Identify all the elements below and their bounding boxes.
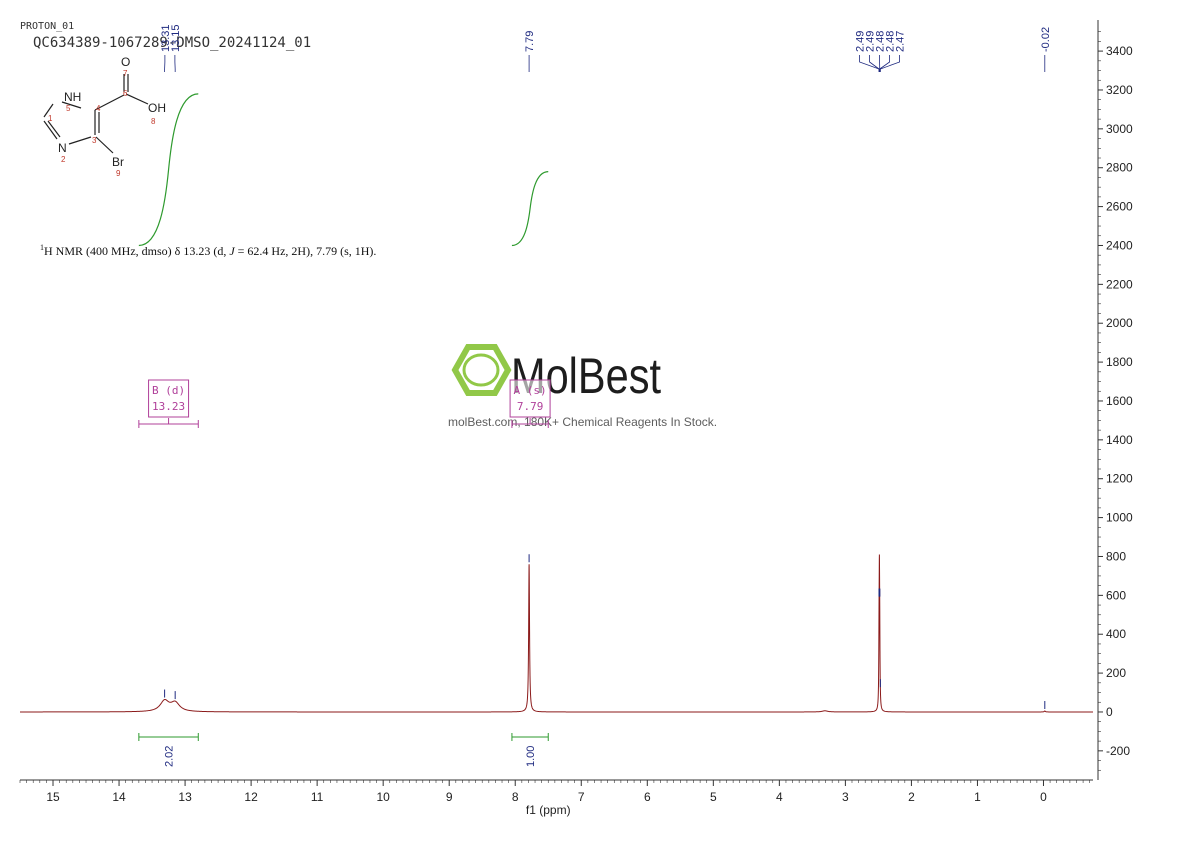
bond-c1-n2-double — [47, 120, 61, 138]
spectrum-line — [20, 554, 1093, 713]
bond-c1-n2 — [43, 120, 58, 140]
nmr-summary-prefix: H NMR (400 MHz, dmso) δ 13.23 (d, — [44, 244, 229, 258]
x-tick-label: 13 — [178, 790, 192, 804]
multiplet-shift: 13.23 — [152, 400, 185, 413]
peak-label: 2.49 — [855, 31, 867, 52]
bond-c3-br — [95, 136, 114, 154]
x-tick-label: 4 — [776, 790, 783, 804]
bond-c6-o8 — [125, 93, 149, 105]
peak-label-connector — [879, 55, 900, 72]
spectrum — [20, 554, 1093, 713]
peak-label: 2.48 — [885, 31, 897, 52]
x-tick-label: 3 — [842, 790, 849, 804]
multiplets: B (d) 13.23 A (s) 7.79 — [138, 379, 551, 428]
y-tick-label: 3400 — [1106, 44, 1133, 58]
atom-n5-number: 5 — [66, 104, 71, 113]
x-tick-label: 2 — [908, 790, 915, 804]
y-tick-label: 3200 — [1106, 83, 1133, 97]
multiplet-box — [148, 379, 190, 418]
peak-label: 2.48 — [875, 31, 887, 52]
multiplet-box — [509, 379, 551, 418]
watermark: MolBest molBest.com, 180K+ Chemical Reag… — [448, 344, 717, 429]
peak-label-connector — [879, 55, 890, 72]
molbest-logo-icon — [451, 344, 512, 396]
chemical-structure: O 7 6 OH 8 NH 5 4 1 3 N 2 Br 9 — [43, 55, 166, 178]
y-tick-label: 2800 — [1106, 161, 1133, 175]
nmr-summary-superscript: 1 — [40, 243, 44, 252]
y-tick-label: 1800 — [1106, 355, 1133, 369]
x-tick-label: 7 — [578, 790, 585, 804]
nmr-summary-j: J — [229, 244, 235, 258]
y-tick-label: 0 — [1106, 705, 1113, 719]
peak-label: 13.31 — [160, 24, 172, 52]
atom-n2-number: 2 — [61, 155, 66, 164]
watermark-tagline: molBest.com, 180K+ Chemical Reagents In … — [448, 415, 717, 429]
y-tick-label: 1200 — [1106, 472, 1133, 486]
y-tick-label: 2200 — [1106, 277, 1133, 291]
integral-value: 2.02 — [164, 746, 176, 767]
integral-value: 1.00 — [525, 746, 537, 767]
integral-curve — [138, 93, 199, 247]
atom-o7-number: 7 — [123, 69, 128, 78]
x-tick-label: 9 — [446, 790, 453, 804]
peak-label: 2.49 — [865, 31, 877, 52]
peak-label-connector — [869, 55, 880, 72]
peak-label: 13.15 — [170, 24, 182, 52]
integrals: 2.02 1.00 — [138, 93, 549, 767]
x-tick-label: 0 — [1040, 790, 1047, 804]
x-tick-label: 14 — [112, 790, 126, 804]
peak-label: -0.02 — [1040, 27, 1052, 52]
x-tick-label: 10 — [376, 790, 390, 804]
atom-oh: OH — [148, 101, 166, 115]
x-tick-label: 6 — [644, 790, 651, 804]
y-tick-label: 2600 — [1106, 200, 1133, 214]
y-tick-label: 3000 — [1106, 122, 1133, 136]
x-tick-label: 15 — [46, 790, 60, 804]
atom-c4-number: 4 — [96, 104, 101, 113]
nmr-summary-suffix: = 62.4 Hz, 2H), 7.79 (s, 1H). — [235, 244, 377, 258]
bond-c4-c6 — [94, 94, 125, 111]
bond-n5-c1 — [43, 103, 54, 118]
molbest-logo-ring — [462, 353, 500, 387]
x-tick-label: 1 — [974, 790, 981, 804]
multiplet-label: B (d) — [152, 384, 185, 397]
atom-o7: O — [121, 55, 130, 69]
peak-label: 7.79 — [524, 31, 536, 52]
bond-n5-c4 — [61, 101, 82, 109]
y-tick-label: 1400 — [1106, 433, 1133, 447]
x-tick-label: 12 — [244, 790, 258, 804]
y-tick-label: 1600 — [1106, 394, 1133, 408]
y-tick-label: 200 — [1106, 666, 1126, 680]
atom-c3-number: 3 — [92, 136, 97, 145]
atom-c6-number: 6 — [123, 89, 128, 98]
nmr-summary: H NMR (400 MHz, dmso) δ 13.23 (d, J = 62… — [44, 244, 376, 258]
x-tick-label: 11 — [311, 790, 324, 804]
bond-n2-c3 — [68, 136, 92, 145]
integral-curve — [511, 171, 549, 247]
atom-c1-number: 1 — [48, 114, 53, 123]
axes: 15 14 13 12 11 10 9 8 7 6 5 4 3 2 1 0f1 (ppm)-200020040… — [19, 20, 1133, 817]
peak-label: 2.47 — [895, 31, 907, 52]
atom-o8-number: 8 — [151, 117, 156, 126]
x-axis-label: f1 (ppm) — [526, 803, 571, 817]
atom-br-number: 9 — [116, 169, 121, 178]
y-tick-label: -200 — [1106, 744, 1130, 758]
multiplet-label: A (s) — [514, 384, 547, 397]
atom-n2: N — [58, 141, 67, 155]
y-tick-label: 600 — [1106, 588, 1126, 602]
atom-nh: NH — [64, 90, 81, 104]
y-tick-label: 2000 — [1106, 316, 1133, 330]
y-tick-label: 400 — [1106, 627, 1126, 641]
y-tick-label: 2400 — [1106, 238, 1133, 252]
sample-name: QC634389-1067289-DMSO_20241124_01 — [33, 35, 311, 51]
experiment-name: PROTON_01 — [20, 21, 74, 32]
x-tick-label: 5 — [710, 790, 717, 804]
atom-br: Br — [112, 155, 124, 169]
x-tick-label: 8 — [512, 790, 519, 804]
y-tick-label: 1000 — [1106, 511, 1133, 525]
multiplet-shift: 7.79 — [517, 400, 544, 413]
y-tick-label: 800 — [1106, 549, 1126, 563]
